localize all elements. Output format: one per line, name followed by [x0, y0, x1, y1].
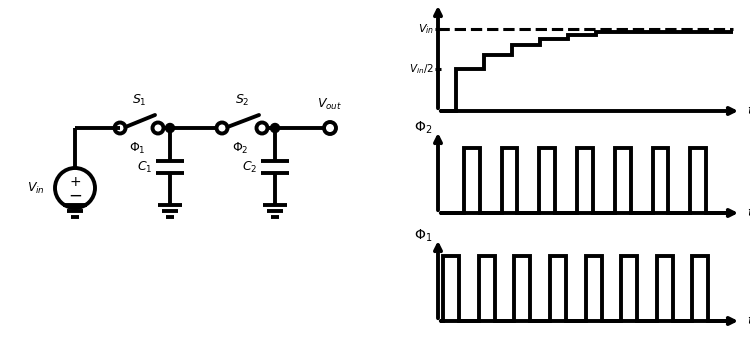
Text: $C_2$: $C_2$ [242, 159, 257, 175]
Text: $\Phi_2$: $\Phi_2$ [232, 141, 248, 156]
Circle shape [166, 123, 175, 132]
Text: $t$: $t$ [747, 315, 750, 328]
Text: $V_{in}/2$: $V_{in}/2$ [410, 62, 434, 76]
Text: $\Phi_2$: $\Phi_2$ [414, 120, 432, 136]
Text: $V_{out}$: $V_{out}$ [317, 97, 343, 112]
Text: $V_{in}$: $V_{in}$ [27, 180, 45, 196]
Text: $-$: $-$ [68, 186, 82, 204]
Text: $+$: $+$ [69, 175, 81, 189]
Text: $t$: $t$ [747, 105, 750, 118]
Text: $t$: $t$ [747, 206, 750, 220]
Text: $V_{out}$: $V_{out}$ [453, 0, 478, 3]
Circle shape [271, 123, 280, 132]
Text: $S_2$: $S_2$ [235, 93, 249, 108]
Text: $S_1$: $S_1$ [132, 93, 146, 108]
Text: $\Phi_1$: $\Phi_1$ [414, 228, 432, 244]
Text: $\Phi_1$: $\Phi_1$ [129, 141, 146, 156]
Text: $C_1$: $C_1$ [136, 159, 152, 175]
Text: $V_{in}$: $V_{in}$ [418, 22, 434, 36]
